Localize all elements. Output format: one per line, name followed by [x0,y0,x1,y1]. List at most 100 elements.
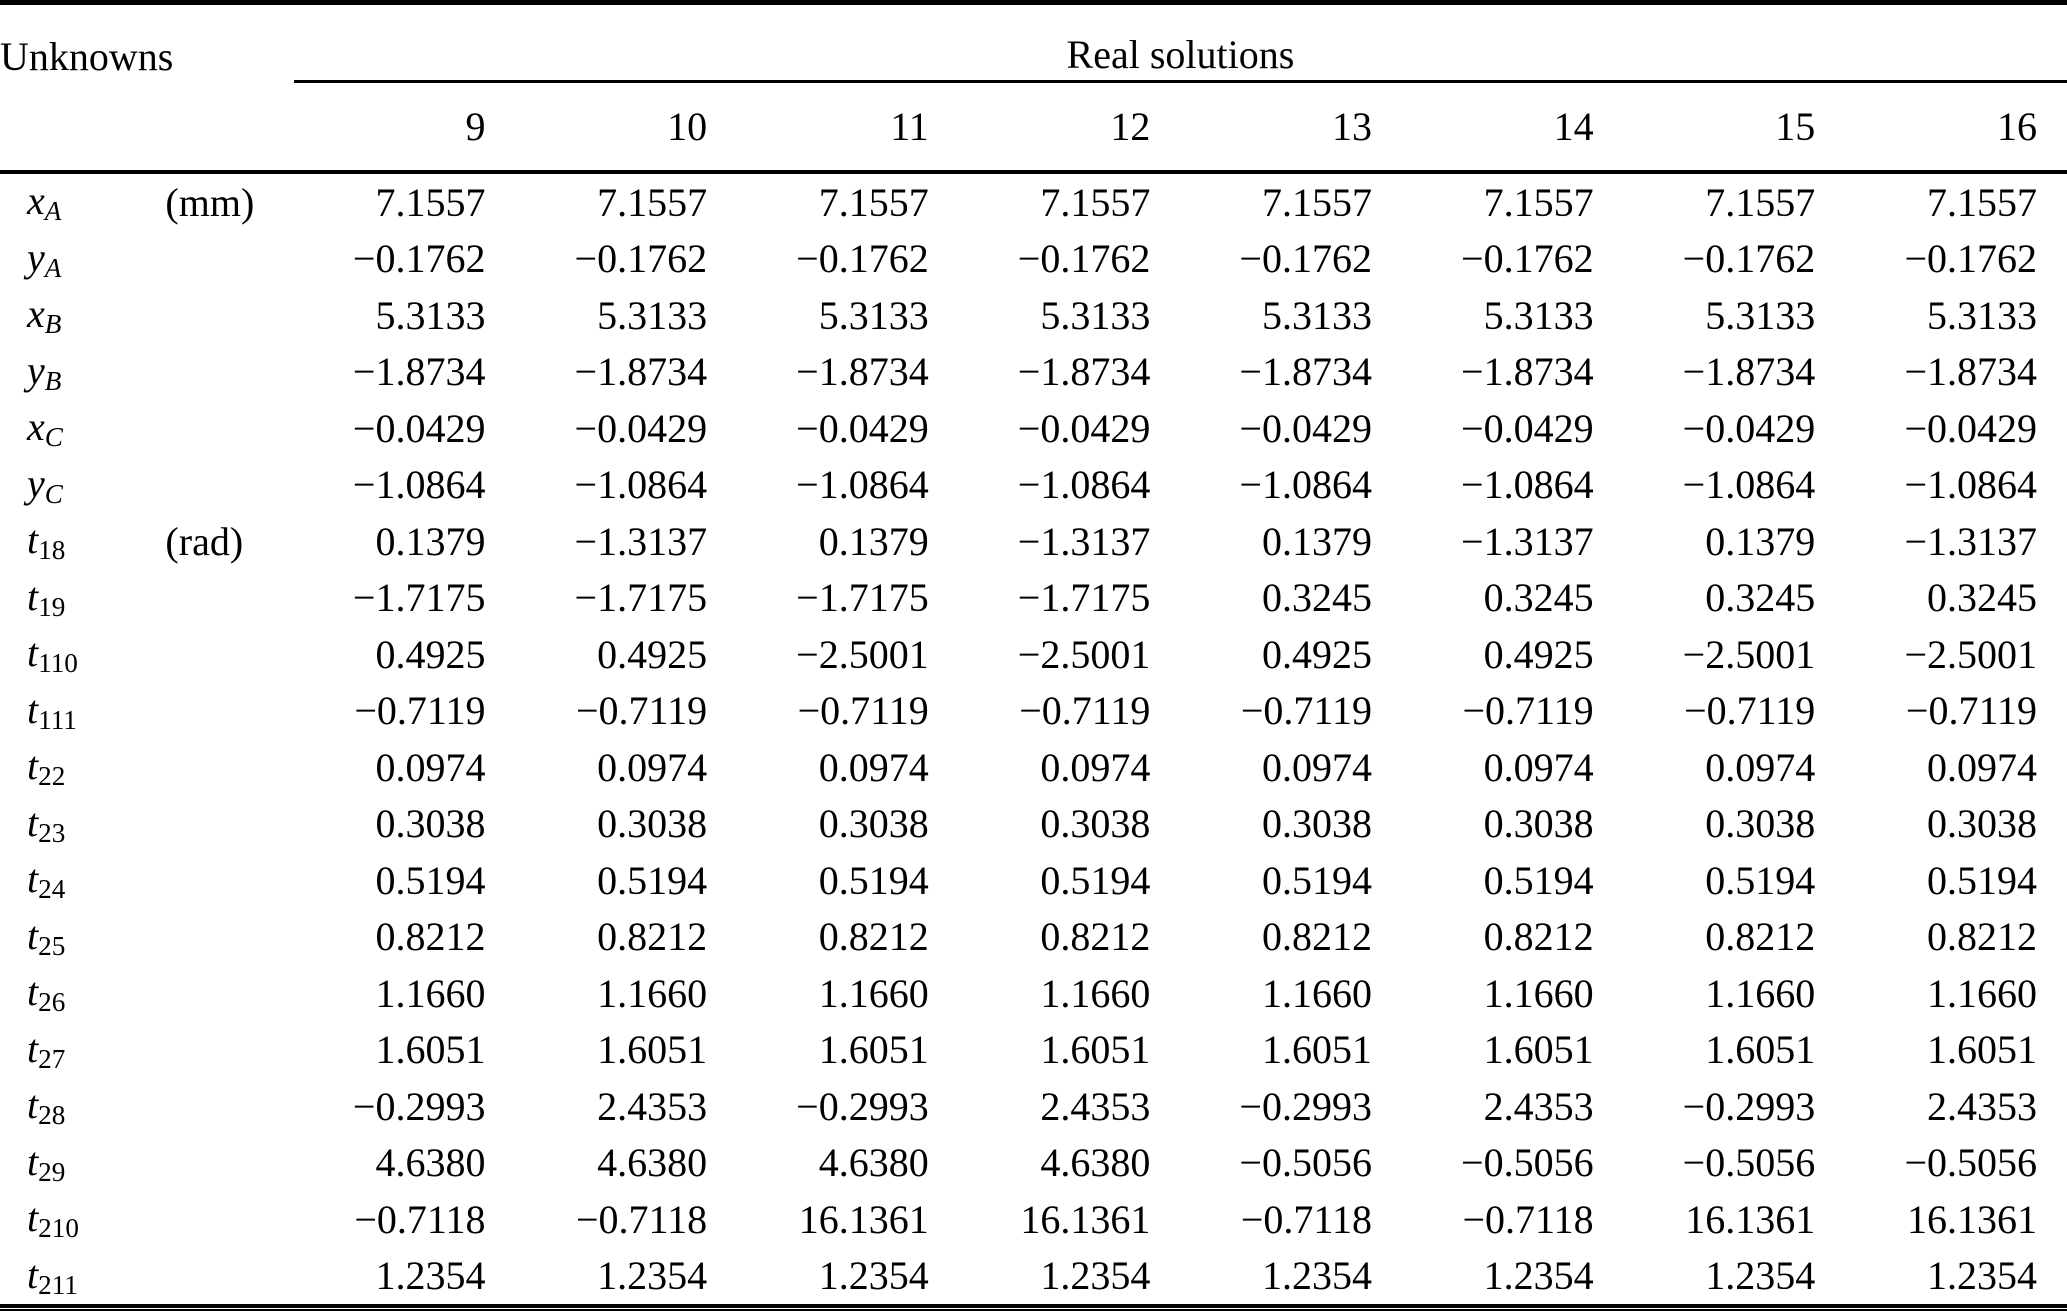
cell-value: 0.5194 [1040,857,1151,903]
cell-value: 0.3038 [375,801,486,847]
cell-value: 0.3245 [1705,575,1816,621]
row-label: yC [0,457,150,514]
table-row: t110 0.4925 0.4925 −2.5001 −2.5001 0.4925 0.4… [0,626,2067,683]
cell-value: −0.7119 [354,688,486,734]
cell-value: 1.2354 [818,1253,929,1299]
cell-value: 1.1660 [1261,970,1372,1016]
row-label: yA [0,231,150,288]
row-variable: t [27,912,39,958]
row-unit [150,796,293,853]
cell-value: 2.4353 [1927,1083,2037,1129]
cell-value: 5.3133 [1261,292,1372,338]
cell-value: −1.7175 [1017,575,1151,621]
cell-value: −0.1762 [1461,236,1594,282]
row-unit [150,1191,293,1248]
cell-value: −0.7119 [1019,688,1151,734]
cell-value: −0.0429 [1904,405,2037,451]
cell-value: 0.0974 [1261,744,1372,790]
row-variable: t [27,630,39,676]
cell-value: 0.1379 [375,518,486,564]
row-unit [150,570,293,627]
cell-value: 0.0974 [818,744,929,790]
row-unit [150,852,293,909]
table-row: t29 4.6380 4.6380 4.6380 4.6380 −0.5056 −0.50… [0,1135,2067,1192]
row-unit [150,739,293,796]
row-label: t19 [0,570,150,627]
cell-value: 1.2354 [1261,1253,1372,1299]
cell-value: 1.1660 [1705,970,1816,1016]
cell-value: −1.8734 [1239,349,1372,395]
cell-value: −0.1762 [796,236,929,282]
cell-value: −0.0429 [1239,405,1372,451]
cell-value: 0.8212 [597,914,708,960]
cell-value: −0.2993 [796,1083,929,1129]
row-subscript: 23 [38,817,66,848]
cell-value: −0.0429 [352,405,486,451]
cell-value: 1.6051 [1705,1027,1816,1073]
cell-value: 7.1557 [1261,179,1372,225]
cell-value: −0.2993 [352,1083,486,1129]
cell-value: −0.0429 [796,405,929,451]
row-label: t22 [0,739,150,796]
cell-value: −1.8734 [1682,349,1816,395]
cell-value: 7.1557 [597,179,708,225]
row-label: xC [0,400,150,457]
cell-value: 16.1361 [1020,1196,1151,1242]
cell-value: 0.3038 [1261,801,1372,847]
cell-value: 7.1557 [1483,179,1594,225]
table-row: t18 (rad) 0.1379 −1.3137 0.1379 −1.3137 0.13… [0,513,2067,570]
row-subscript: 18 [38,535,66,566]
table-row: xB 5.3133 5.3133 5.3133 5.3133 5.3133 5.3133 5… [0,287,2067,344]
cell-value: 0.8212 [1261,914,1372,960]
row-subscript: 29 [38,1156,66,1187]
cell-value: −2.5001 [796,631,929,677]
row-variable: y [27,347,45,393]
cell-value: 7.1557 [1705,179,1816,225]
cell-value: 0.5194 [1927,857,2037,903]
table-row: xC −0.0429 −0.0429 −0.0429 −0.0429 −0.0429 −0… [0,400,2067,457]
row-label: t110 [0,626,150,683]
cell-value: −0.5056 [1239,1140,1372,1186]
cell-value: −0.0429 [1682,405,1816,451]
cell-value: −0.7119 [1684,688,1816,734]
row-unit [150,1022,293,1079]
cell-value: −0.1762 [1017,236,1151,282]
row-label: t25 [0,909,150,966]
cell-value: −1.8734 [352,349,486,395]
row-subscript: 210 [38,1213,79,1244]
table-row: yC −1.0864 −1.0864 −1.0864 −1.0864 −1.0864 −1… [0,457,2067,514]
cell-value: 4.6380 [1040,1140,1151,1186]
cell-value: 1.2354 [1040,1253,1151,1299]
row-subscript: B [44,365,62,396]
row-subscript: 24 [38,874,66,905]
table-row: t27 1.6051 1.6051 1.6051 1.6051 1.6051 1.6051… [0,1022,2067,1079]
cell-value: −1.0864 [1017,462,1151,508]
cell-value: 5.3133 [1040,292,1151,338]
cell-value: 0.1379 [818,518,929,564]
row-unit [150,1248,293,1307]
cell-value: 1.2354 [1483,1253,1594,1299]
column-header-11: 11 [737,81,959,174]
cell-value: 0.5194 [597,857,708,903]
table-row: t22 0.0974 0.0974 0.0974 0.0974 0.0974 0.0974… [0,739,2067,796]
row-label: t111 [0,683,150,740]
cell-value: −1.3137 [1017,518,1151,564]
table-row: t25 0.8212 0.8212 0.8212 0.8212 0.8212 0.8212… [0,909,2067,966]
row-label: t29 [0,1135,150,1192]
row-subscript: 25 [38,930,66,961]
cell-value: 0.4925 [597,631,708,677]
row-label: t26 [0,965,150,1022]
cell-value: −0.2993 [1682,1083,1816,1129]
cell-value: 1.6051 [1483,1027,1594,1073]
cell-value: −1.3137 [1904,518,2037,564]
row-variable: t [27,969,39,1015]
cell-value: 1.6051 [818,1027,929,1073]
cell-value: −1.7175 [574,575,708,621]
cell-value: −1.8734 [1017,349,1151,395]
row-unit [150,287,293,344]
cell-value: −1.8734 [1461,349,1594,395]
row-unit [150,683,293,740]
row-subscript: A [44,196,62,227]
cell-value: −0.1762 [1904,236,2037,282]
